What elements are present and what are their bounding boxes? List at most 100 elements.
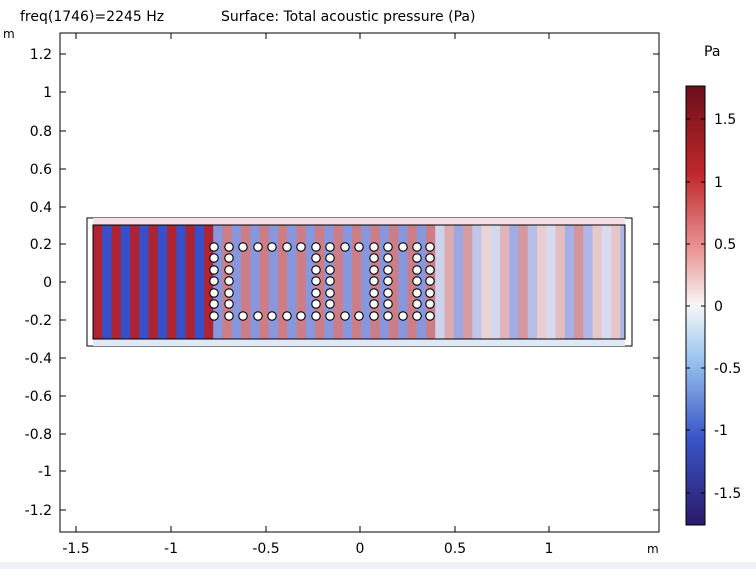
x-tick-label: -0.5 [252, 541, 279, 557]
colorbar-tick-label: 0.5 [714, 237, 736, 253]
scatterer [425, 276, 435, 286]
pressure-band [444, 225, 455, 339]
axis-ticks [60, 33, 659, 532]
pressure-band [111, 225, 122, 339]
pressure-band [574, 225, 584, 339]
pressure-band [268, 225, 279, 339]
scatterer [253, 311, 263, 321]
colorbar-unit: Pa [704, 44, 720, 60]
x-tick-label: -1 [164, 541, 178, 557]
scatterer [209, 242, 219, 252]
scatterer [238, 242, 248, 252]
y-tick-label: -1.2 [25, 503, 52, 519]
scatterer [311, 265, 321, 275]
pressure-band [546, 225, 556, 339]
pressure-band [555, 225, 566, 339]
x-tick-label: 0.5 [444, 541, 466, 557]
scatterer [325, 265, 335, 275]
scatterer [383, 242, 393, 252]
scatterer [311, 311, 321, 321]
scatterer [325, 299, 335, 309]
pressure-band [296, 225, 307, 339]
y-tick-label: -0.2 [25, 313, 52, 329]
scatterer [296, 311, 306, 321]
colorbar-tick-label: -1.5 [714, 486, 741, 502]
x-axis-unit: m [647, 542, 659, 556]
scatterer [340, 311, 350, 321]
scatterer [412, 242, 422, 252]
scatterer [224, 311, 234, 321]
scatterer [282, 311, 292, 321]
scatterer [425, 288, 435, 298]
pressure-field [93, 225, 625, 339]
y-tick-label: 0 [43, 275, 52, 291]
scatterer [282, 242, 292, 252]
scatterer [425, 253, 435, 263]
scatterer [383, 276, 393, 286]
y-tick-label: 0.6 [30, 162, 52, 178]
pressure-band [592, 225, 603, 339]
scatterer [369, 253, 379, 263]
pressure-band [352, 225, 362, 339]
colorbar-tick-label: 1 [714, 175, 723, 191]
scatterer [209, 299, 219, 309]
pressure-band [194, 225, 205, 339]
y-tick-labels: 1.2 1 0.8 0.6 0.4 0.2 0 -0.2 -0.4 -0.6 -… [25, 47, 52, 519]
scatterer [383, 288, 393, 298]
y-tick-label: -0.8 [25, 427, 52, 443]
pressure-band [527, 225, 538, 339]
pressure-band [259, 225, 270, 339]
x-tick-label: -1.5 [62, 541, 89, 557]
pressure-band [167, 225, 177, 339]
pressure-band [241, 225, 251, 339]
scatterer [224, 276, 234, 286]
frequency-label: freq(1746)=2245 Hz [20, 9, 164, 25]
scatterer [412, 265, 422, 275]
scatterer [369, 311, 379, 321]
scatterer [369, 265, 379, 275]
scatterer [224, 242, 234, 252]
pressure-band [463, 225, 473, 339]
x-tick-labels: -1.5 -1 -0.5 0 0.5 1 [62, 541, 553, 557]
scatterer [325, 311, 335, 321]
scatterer [224, 299, 234, 309]
y-tick-label: 0.2 [30, 237, 52, 253]
y-tick-label: 0.4 [30, 200, 52, 216]
scatterer [369, 299, 379, 309]
plot-title: Surface: Total acoustic pressure (Pa) [221, 9, 475, 25]
colorbar-ticks [686, 118, 705, 494]
pressure-band [435, 225, 445, 339]
pressure-band [537, 225, 547, 339]
pressure-band [398, 225, 408, 339]
pressure-band [287, 225, 297, 339]
pressure-band [611, 225, 621, 339]
window-bottom-edge [0, 562, 756, 569]
scatterer [267, 311, 277, 321]
pressure-band [472, 225, 482, 339]
pressure-band [130, 225, 140, 339]
pressure-band [93, 225, 103, 339]
scatterer [383, 253, 393, 263]
scatterer [398, 242, 408, 252]
scatterer [267, 242, 277, 252]
pressure-band [564, 225, 575, 339]
colorbar-tick-label: -1 [714, 423, 728, 439]
scatterer [311, 288, 321, 298]
y-tick-label: 1 [43, 85, 52, 101]
scatterer [209, 288, 219, 298]
scatterer [398, 311, 408, 321]
pressure-band [250, 225, 260, 339]
scatterer [412, 253, 422, 263]
pressure-band [509, 225, 519, 339]
pressure-band [204, 225, 214, 339]
scatterer [340, 242, 350, 252]
boundary-layers [93, 218, 625, 346]
scatterer-array [209, 242, 435, 321]
scatterer [253, 242, 263, 252]
scatterer [354, 311, 364, 321]
scatterer [412, 299, 422, 309]
scatterer [209, 311, 219, 321]
pressure-band [148, 225, 159, 339]
colorbar-tick-label: 1.5 [714, 112, 736, 128]
scatterer [425, 265, 435, 275]
